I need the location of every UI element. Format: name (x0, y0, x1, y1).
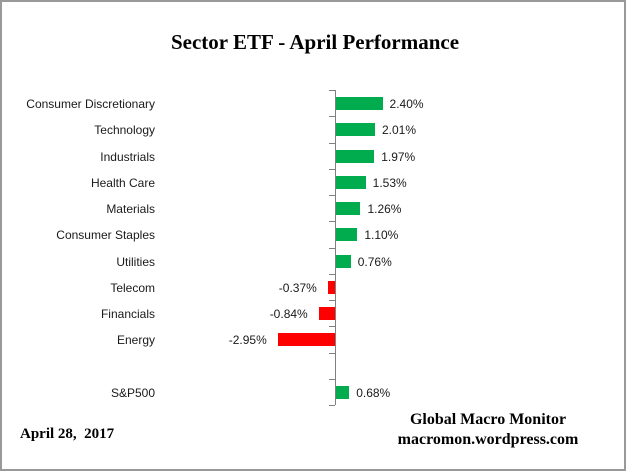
axis-tick (329, 273, 335, 275)
axis-tick (329, 168, 335, 170)
axis-tick (329, 142, 335, 144)
value-label: 2.01% (381, 123, 417, 138)
bar (336, 175, 366, 189)
axis-tick (329, 247, 335, 249)
value-label: -0.37% (278, 280, 317, 295)
category-label: Energy (116, 333, 155, 348)
date-label: April 28, 2017 (20, 426, 115, 442)
attribution-source: Global Macro Monitor (409, 411, 567, 428)
bar (336, 228, 358, 242)
axis-tick (329, 195, 335, 196)
axis-tick (329, 352, 335, 354)
axis-tick (329, 405, 335, 406)
bar (336, 149, 375, 163)
chart-title: Sector ETF - April Performance (170, 30, 460, 54)
bar (327, 280, 335, 294)
bar (336, 202, 361, 215)
axis-tick (329, 300, 335, 301)
bar (318, 307, 335, 320)
value-label: 1.97% (381, 149, 416, 164)
bar (277, 333, 335, 347)
axis-tick (329, 221, 335, 223)
value-label: 2.40% (389, 97, 424, 111)
value-label: 0.76% (357, 254, 392, 269)
category-label: Utilities (116, 254, 155, 269)
category-label: S&P500 (110, 385, 155, 400)
bar (336, 123, 375, 137)
value-label: 1.26% (367, 202, 402, 216)
value-label: 1.10% (364, 228, 399, 243)
axis-tick (329, 90, 335, 91)
bar (336, 97, 383, 110)
category-label: Consumer Staples (56, 228, 155, 243)
category-label: Financials (100, 307, 155, 321)
value-label: -0.84% (269, 307, 308, 321)
axis-tick (329, 116, 335, 118)
value-label: 0.68% (356, 385, 391, 400)
category-label: Health Care (90, 175, 155, 190)
bar (336, 385, 350, 399)
axis-tick (329, 378, 335, 380)
bar (336, 254, 351, 268)
axis-tick (329, 326, 335, 328)
category-label: Consumer Discretionary (26, 97, 155, 111)
value-label: -2.95% (228, 333, 267, 348)
attribution-block: Global Macro Monitor macromon.wordpress.… (342, 410, 624, 450)
category-label: Technology (94, 123, 155, 138)
category-label: Industrials (100, 149, 155, 164)
category-label: Materials (106, 202, 155, 216)
category-label: Telecom (110, 280, 155, 295)
value-label: 1.53% (372, 175, 407, 190)
y-axis (335, 90, 336, 405)
attribution-url: macromon.wordpress.com (397, 431, 579, 448)
